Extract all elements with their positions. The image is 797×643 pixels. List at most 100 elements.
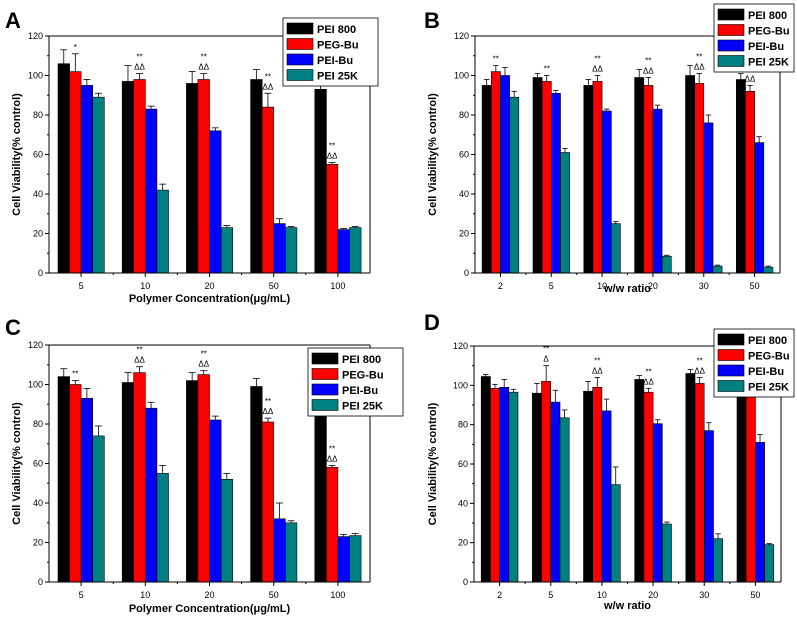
x-tick-label: 5: [79, 281, 84, 291]
x-axis-label: w/w ratio: [603, 283, 651, 295]
bar-pei-800-10: [121, 81, 135, 274]
bar-pei-bu-5: [80, 85, 93, 274]
bar-pei-25k-5: [92, 435, 105, 583]
x-axis-label: Polymer Concentration(μg/mL): [129, 603, 291, 615]
panel-letter: B: [424, 8, 440, 33]
significance-mark: ΔΔ: [745, 74, 756, 83]
significance-mark: **: [493, 55, 499, 64]
bar-peg-bu-2: [490, 71, 501, 274]
bar-peg-bu-10: [133, 372, 146, 583]
bar-pei-800-2: [480, 376, 491, 583]
bar-peg-bu-20: [197, 79, 210, 274]
bar-peg-bu-10: [133, 79, 146, 274]
y-tick-label: 120: [28, 31, 43, 41]
y-tick-label: 120: [453, 341, 468, 351]
x-tick-label: 5: [79, 590, 84, 600]
legend: PEI 800 PEG-Bu PEI-Bu PEI 25K: [282, 17, 379, 87]
significance-mark: **: [201, 53, 207, 62]
bar-pei-bu-50: [273, 518, 286, 583]
panel-letter: C: [5, 315, 21, 340]
x-axis-label: w/w ratio: [603, 600, 651, 612]
legend-label: PEG-Bu: [748, 351, 790, 363]
y-tick-label: 20: [33, 538, 43, 548]
x-tick-label: 20: [204, 590, 214, 600]
legend-swatch: [717, 8, 745, 21]
bar-pei-25k-100: [349, 227, 362, 274]
bar-pei-800-100: [314, 399, 327, 583]
bar-peg-bu-50: [745, 393, 756, 583]
significance-mark: ΔΔ: [134, 63, 145, 72]
legend-label: PEI 800: [748, 335, 787, 347]
y-tick-label: 40: [33, 498, 43, 508]
y-tick-label: 80: [458, 420, 468, 430]
legend-swatch: [717, 39, 745, 52]
legend-label: PEG-Bu: [342, 370, 384, 382]
bar-pei-800-5: [532, 77, 543, 274]
legend-label: PEG-Bu: [317, 40, 359, 52]
significance-mark: **: [645, 367, 651, 376]
significance-mark: ΔΔ: [327, 455, 338, 464]
panel-letter: A: [5, 8, 21, 33]
bar-pei-bu-10: [601, 110, 612, 274]
significance-mark: ΔΔ: [263, 407, 274, 416]
y-tick-label: 0: [464, 268, 469, 278]
bar-pei-bu-50: [755, 442, 765, 583]
legend: PEI 800 PEG-Bu PEI-Bu PEI 25K: [713, 328, 795, 398]
chart-panel-B: B******ΔΔ**ΔΔ**ΔΔ**ΔΔ0204060801001202510…: [424, 3, 795, 295]
bar-pei-25k-2: [509, 96, 520, 274]
y-tick-label: 120: [28, 340, 43, 350]
y-tick-label: 100: [28, 380, 43, 390]
bar-pei-800-30: [685, 75, 695, 274]
y-axis-label: Cell Viability(% control): [427, 402, 439, 525]
chart-panel-D: D**Δ**ΔΔ**ΔΔ**ΔΔ**ΔΔ02040608010012025102…: [424, 310, 795, 612]
x-tick-label: 50: [269, 281, 279, 291]
y-tick-label: 40: [459, 189, 469, 199]
legend-label: PEI 25K: [317, 71, 358, 83]
legend-label: PEI-Bu: [748, 366, 784, 378]
bar-pei-25k-30: [712, 265, 723, 274]
legend-label: PEG-Bu: [748, 26, 790, 38]
significance-mark: ΔΔ: [134, 356, 145, 365]
bar-pei-25k-50: [764, 544, 775, 583]
y-tick-label: 100: [28, 71, 43, 81]
y-tick-label: 20: [458, 538, 468, 548]
bar-pei-800-50: [250, 386, 263, 583]
x-tick-label: 2: [498, 281, 503, 291]
legend-swatch: [717, 333, 745, 346]
x-tick-label: 100: [330, 590, 345, 600]
y-tick-label: 40: [458, 498, 468, 508]
x-tick-label: 10: [140, 590, 150, 600]
significance-mark: **: [72, 370, 78, 379]
x-tick-label: 30: [699, 281, 709, 291]
bar-pei-800-20: [186, 380, 199, 583]
bar-pei-25k-10: [156, 189, 169, 274]
y-tick-label: 0: [38, 268, 43, 278]
bar-pei-800-20: [634, 77, 645, 274]
bar-pei-bu-10: [145, 108, 158, 274]
bar-pei-bu-100: [337, 229, 350, 274]
significance-mark: ΔΔ: [263, 82, 274, 91]
bar-peg-bu-50: [261, 421, 275, 583]
significance-mark: *: [74, 43, 77, 52]
bar-pei-25k-10: [610, 223, 621, 274]
x-tick-label: 20: [204, 281, 214, 291]
bar-pei-800-5: [531, 392, 542, 583]
bar-pei-25k-50: [284, 227, 298, 274]
bar-pei-800-100: [314, 89, 327, 274]
legend-swatch: [311, 399, 339, 411]
significance-mark: ΔΔ: [198, 360, 209, 369]
y-tick-label: 60: [33, 459, 43, 469]
bar-peg-bu-50: [745, 91, 755, 274]
legend-swatch: [717, 380, 745, 392]
legend-label: PEI 25K: [748, 57, 789, 69]
significance-mark: **: [544, 65, 550, 74]
x-axis-label: Polymer Concentration(μg/mL): [129, 293, 291, 305]
bar-pei-bu-20: [209, 419, 222, 583]
significance-mark: ΔΔ: [694, 367, 705, 376]
bar-pei-bu-2: [499, 386, 510, 583]
x-tick-label: 2: [497, 590, 502, 600]
bar-peg-bu-10: [592, 386, 603, 583]
bar-pei-800-20: [634, 379, 645, 583]
bar-pei-bu-20: [209, 130, 222, 274]
legend-swatch: [717, 349, 745, 361]
